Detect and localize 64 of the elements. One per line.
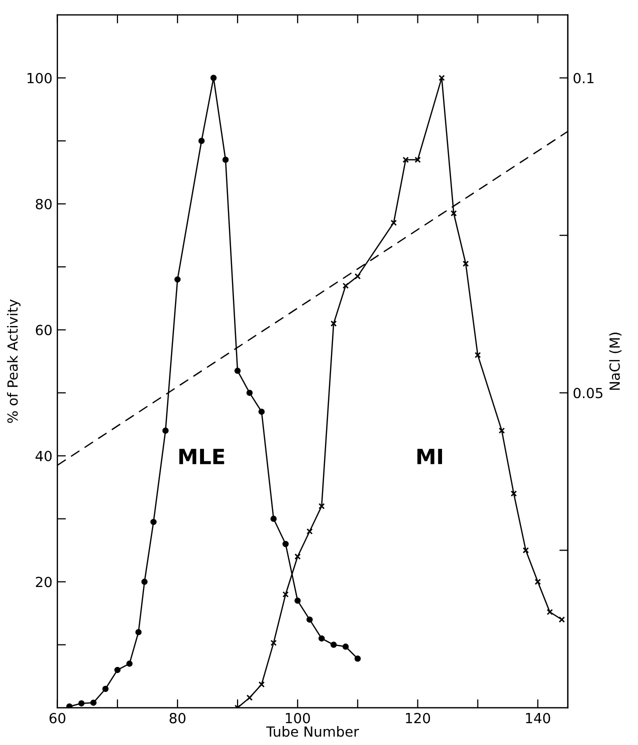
point: [246, 694, 253, 701]
y-tick-label: 40: [36, 450, 52, 462]
point: [210, 74, 217, 82]
x-tick-label: 80: [170, 712, 186, 724]
point: [318, 503, 325, 510]
x-tick-label: 120: [406, 712, 430, 724]
point: [306, 528, 313, 535]
y-tick-label: 100: [28, 72, 52, 84]
point: [402, 156, 409, 163]
point: [354, 273, 361, 280]
point: [270, 640, 277, 646]
point: [246, 390, 253, 396]
point: [294, 598, 301, 604]
point: [510, 490, 517, 497]
y-tick-label: 80: [36, 198, 52, 210]
x-tick-label: 140: [526, 712, 550, 724]
x-tick-label: 100: [286, 712, 310, 724]
point: [282, 591, 289, 598]
point: [102, 686, 109, 692]
point: [414, 156, 421, 163]
x-axis-title: Tube Number: [266, 726, 359, 737]
point: [126, 660, 133, 667]
point: [546, 608, 553, 616]
point: [222, 156, 229, 163]
point: [135, 629, 142, 636]
point: [522, 547, 529, 554]
point: [330, 320, 337, 327]
point: [318, 635, 325, 642]
point: [498, 427, 505, 434]
y2-tick-label: 0.1: [574, 72, 594, 84]
point: [270, 516, 277, 522]
point: [258, 681, 265, 688]
point: [90, 700, 97, 706]
point: [294, 553, 301, 560]
y-tick-label: 60: [36, 324, 52, 336]
point: [198, 138, 205, 144]
point: [258, 408, 265, 415]
point: [390, 220, 397, 226]
point: [174, 276, 181, 283]
point: [342, 282, 349, 289]
y2-tick-label: 0.05: [574, 388, 602, 398]
point: [150, 518, 157, 526]
point: [534, 578, 541, 585]
series-label: MLE: [179, 448, 224, 464]
point: [162, 427, 169, 434]
text: MI: [417, 448, 442, 464]
point: [306, 616, 313, 623]
point: [234, 368, 241, 374]
point: [114, 666, 121, 674]
point: [450, 210, 457, 216]
point: [558, 616, 565, 623]
point: [438, 74, 445, 82]
point: [474, 352, 481, 358]
point: [354, 655, 361, 662]
y2-axis-title: NaCl (M): [609, 332, 622, 390]
point: [462, 260, 469, 267]
y-tick-label: 20: [36, 576, 52, 588]
y-axis-title: % of Peak Activity: [7, 299, 20, 423]
point: [342, 644, 349, 650]
point: [282, 540, 289, 548]
point: [78, 700, 85, 706]
x-tick-label: 60: [50, 712, 66, 724]
point: [330, 642, 337, 648]
point: [141, 578, 148, 585]
